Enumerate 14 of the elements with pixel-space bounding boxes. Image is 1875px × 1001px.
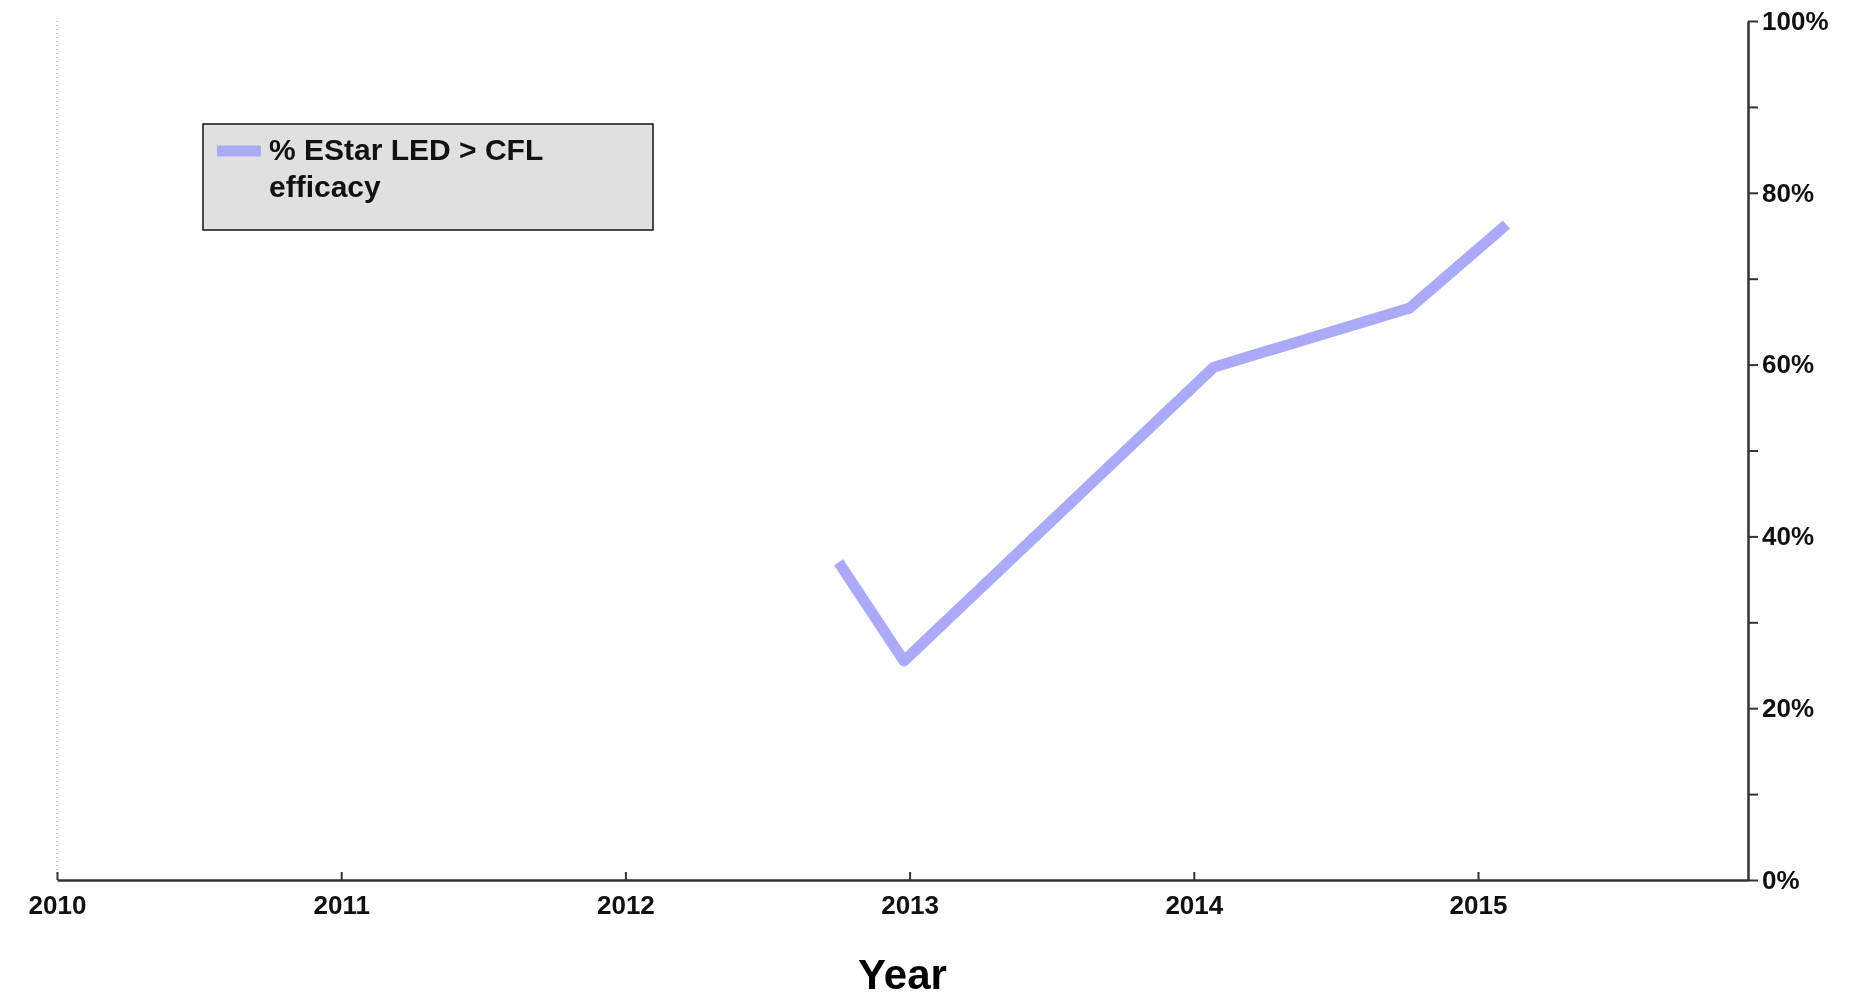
x-tick-label: 2015 (1449, 890, 1508, 921)
x-axis-title: Year (858, 951, 947, 998)
x-tick-label: 2014 (1165, 890, 1224, 921)
x-tick-label: 2012 (596, 890, 655, 921)
y-tick-label: 60% (1762, 349, 1815, 380)
y-tick-label: 80% (1762, 177, 1815, 208)
x-tick-label: 2010 (28, 890, 87, 921)
y-tick-label: 20% (1762, 693, 1815, 724)
x-tick-label: 2013 (881, 890, 940, 921)
x-tick-label: 2011 (313, 890, 370, 921)
legend-label: % EStar LED > CFL efficacy (269, 133, 544, 203)
y-tick-label: 0% (1762, 864, 1800, 895)
y-tick-label: 40% (1762, 521, 1815, 552)
y-tick-label: 100% (1762, 5, 1829, 36)
